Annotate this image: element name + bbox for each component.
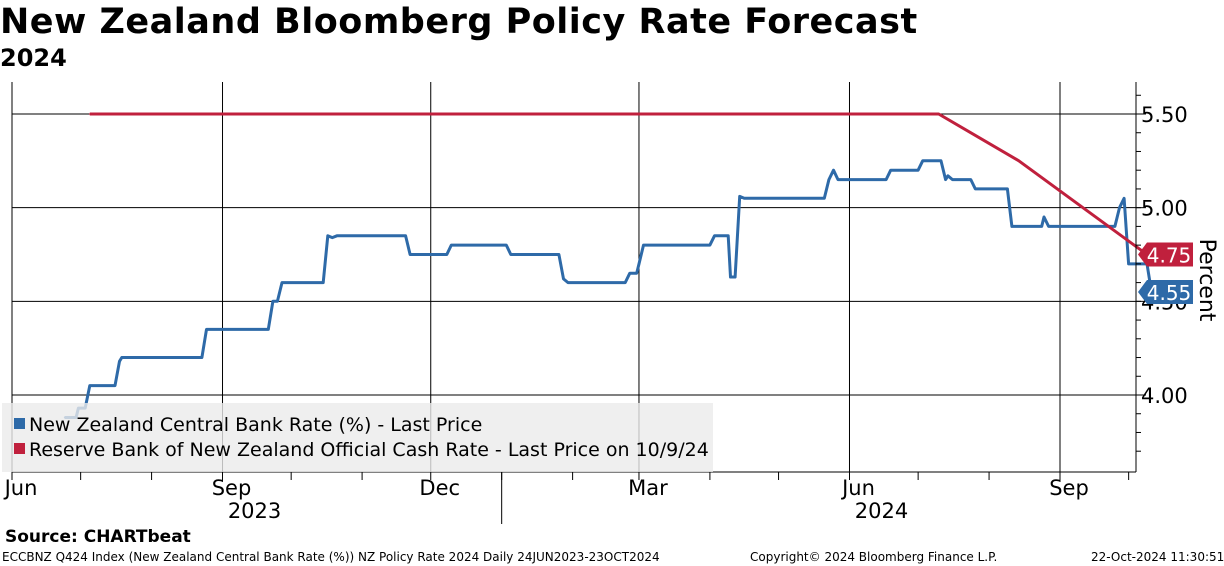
series-0-point xyxy=(201,356,203,359)
series-0-point xyxy=(88,384,91,387)
series-0-point xyxy=(276,300,279,303)
legend-swatch-central-bank-rate xyxy=(14,418,25,429)
series-0-point xyxy=(974,188,977,190)
source-note: Source: CHARTbeat xyxy=(5,527,191,547)
badge-shape-0 xyxy=(1138,279,1193,304)
footer-timestamp: 22-Oct-2024 11:30:51 xyxy=(1091,550,1224,564)
series-0-point xyxy=(823,197,826,200)
legend: New Zealand Central Bank Rate (%) - Last… xyxy=(2,403,713,472)
series-0-point xyxy=(505,244,508,246)
series-0-point xyxy=(629,272,631,275)
series-0-point xyxy=(1043,216,1045,218)
series-0-point xyxy=(1127,263,1130,265)
series-0-point xyxy=(729,276,732,278)
x-tick-label-0: Jun xyxy=(3,476,38,500)
badge-label-0: 4.55 xyxy=(1147,281,1192,305)
series-0-point xyxy=(1006,188,1009,190)
series-0-point xyxy=(558,253,560,256)
series-1-point xyxy=(88,113,91,115)
legend-label-official-cash-rate: Reserve Bank of New Zealand Official Cas… xyxy=(29,439,709,461)
series-0-point xyxy=(322,281,324,284)
series-0-point xyxy=(267,328,270,331)
series-0-point xyxy=(510,253,512,256)
series-0-point xyxy=(921,160,924,162)
series-line-1 xyxy=(89,112,1148,256)
series-0-point xyxy=(828,178,830,181)
footer-ticker: ECCBNZ Q424 Index (New Zealand Central B… xyxy=(2,550,660,564)
series-0-point xyxy=(205,328,208,331)
legend-background xyxy=(2,403,713,472)
y-tick-label-3: 4.00 xyxy=(1141,384,1188,408)
series-0-point xyxy=(336,234,338,237)
series-0-point xyxy=(1114,225,1116,228)
series-lines xyxy=(63,112,1171,419)
series-0-point xyxy=(1011,225,1013,228)
year-label-0: 2023 xyxy=(228,499,281,523)
series-0-point xyxy=(121,356,123,359)
series-0-point xyxy=(951,178,954,181)
series-0-point xyxy=(118,360,121,363)
series-0-point xyxy=(738,195,741,198)
chart-title: New Zealand Bloomberg Policy Rate Foreca… xyxy=(0,2,918,42)
series-0-point xyxy=(734,276,736,278)
series-0-point xyxy=(837,178,839,181)
series-0-point xyxy=(272,300,274,303)
series-0-point xyxy=(450,244,453,246)
series-0-point xyxy=(635,272,638,275)
series-1-point xyxy=(937,113,940,115)
series-0-point xyxy=(326,234,329,237)
series-0-point xyxy=(638,263,640,265)
series-0-point xyxy=(404,234,407,237)
series-0-point xyxy=(281,281,283,284)
series-0-point xyxy=(1118,206,1121,209)
series-0-point xyxy=(642,244,645,246)
series-0-point xyxy=(331,236,334,239)
series-0-point xyxy=(1123,197,1125,200)
y-tick-label-1: 5.00 xyxy=(1141,197,1188,221)
series-0-point xyxy=(727,234,730,237)
x-tick-label-3: Mar xyxy=(628,476,668,500)
badge-label-1: 4.75 xyxy=(1147,244,1192,268)
series-0-point xyxy=(114,384,116,387)
series-0-point xyxy=(1040,225,1043,228)
series-0-point xyxy=(889,169,892,171)
x-tick-label-4: Jun xyxy=(840,476,875,500)
x-tick-label-1: Sep xyxy=(212,476,252,500)
series-0-point xyxy=(409,253,411,256)
series-0-point xyxy=(445,253,448,256)
series-0-point xyxy=(969,178,972,181)
last-value-badge-0: 4.55 xyxy=(1138,279,1193,305)
footer-copyright: Copyright© 2024 Bloomberg Finance L.P. xyxy=(750,550,998,564)
x-tick-label-2: Dec xyxy=(419,476,460,500)
legend-label-central-bank-rate: New Zealand Central Bank Rate (%) - Last… xyxy=(29,414,482,436)
series-0-point xyxy=(743,197,746,200)
y-axis-title: Percent xyxy=(1194,239,1219,322)
chart-canvas: New Zealand Central Bank Rate (%) - Last… xyxy=(2,82,1219,524)
series-0-point xyxy=(917,169,919,171)
x-tick-label-5: Sep xyxy=(1049,476,1089,500)
series-0-point xyxy=(832,169,835,171)
last-value-badges: 4.55 4.75 xyxy=(1138,242,1193,305)
series-0-point xyxy=(1047,225,1050,228)
chart-subtitle: 2024 xyxy=(0,44,67,72)
series-0-point xyxy=(567,281,569,284)
series-line-0 xyxy=(64,159,1170,419)
series-0-point xyxy=(940,160,942,162)
year-label-1: 2024 xyxy=(855,499,908,523)
series-0-point xyxy=(885,178,887,181)
series-0-point xyxy=(947,175,949,177)
series-0-point xyxy=(562,278,565,280)
series-0-point xyxy=(713,234,716,237)
series-1-point xyxy=(1018,160,1020,162)
badge-shape-1 xyxy=(1138,242,1193,267)
series-0-point xyxy=(624,281,627,284)
legend-swatch-official-cash-rate xyxy=(14,443,25,454)
series-0-point xyxy=(944,178,947,181)
last-value-badge-1: 4.75 xyxy=(1138,242,1193,268)
y-tick-label-0: 5.50 xyxy=(1141,103,1188,127)
series-0-point xyxy=(709,244,711,246)
